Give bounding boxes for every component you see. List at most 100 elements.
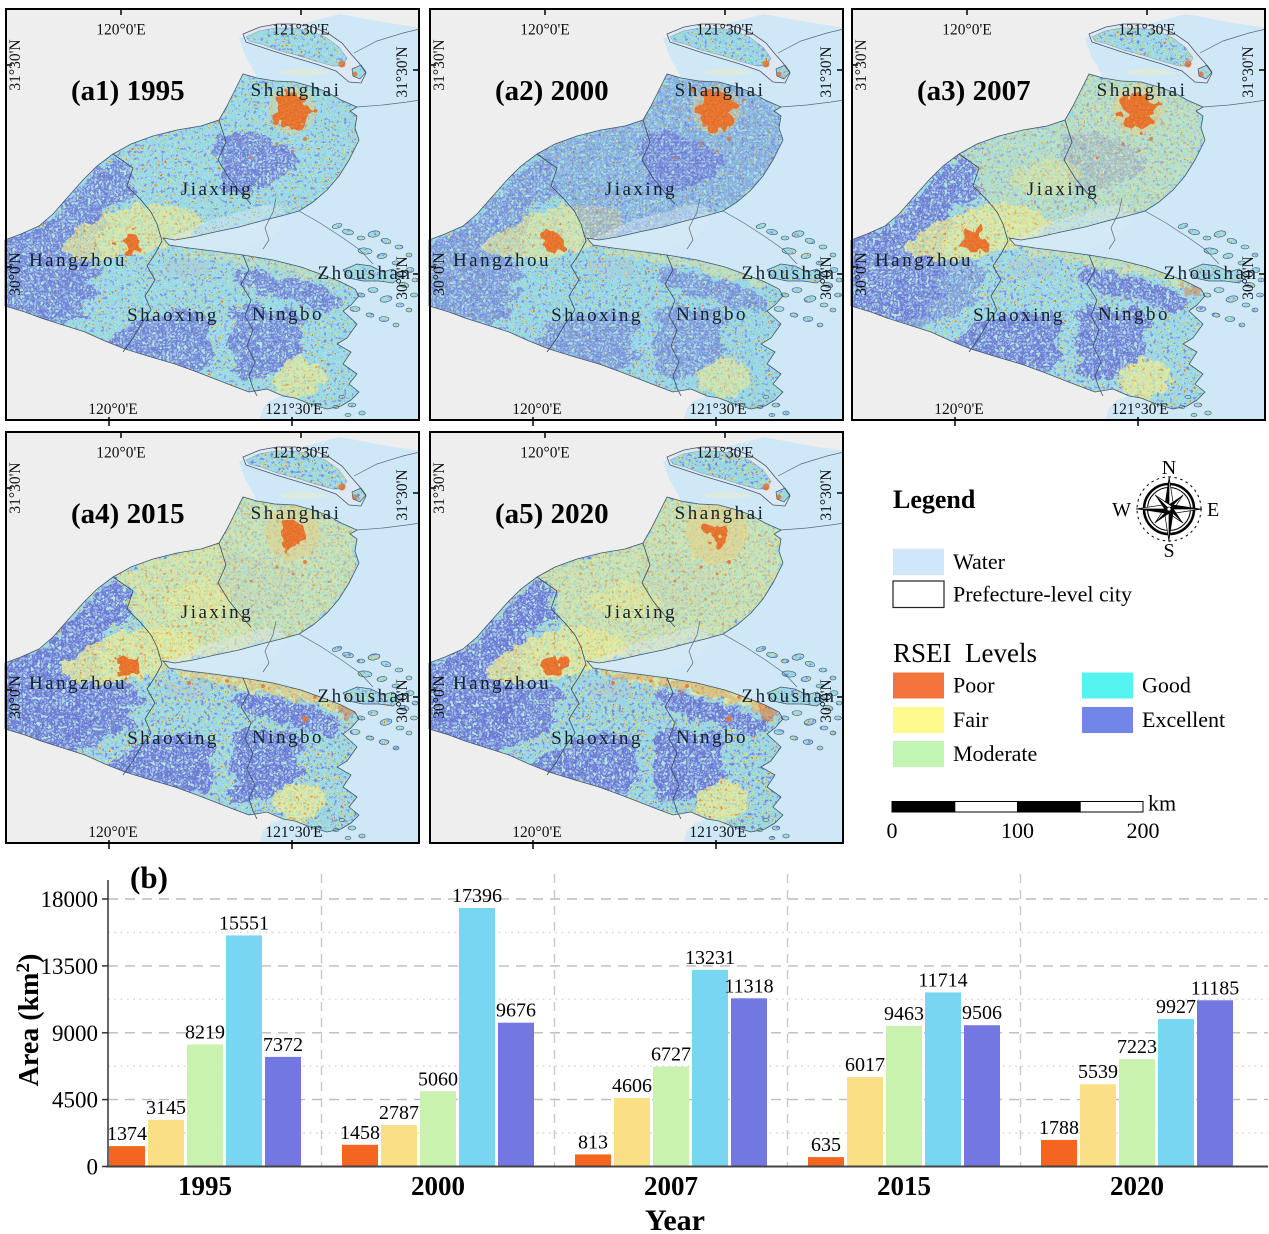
- svg-text:4606: 4606: [612, 1075, 652, 1097]
- svg-text:Hangzhou: Hangzhou: [875, 250, 973, 271]
- svg-text:Prefecture-level city: Prefecture-level city: [953, 582, 1132, 607]
- svg-text:121°30'E: 121°30'E: [272, 22, 329, 39]
- svg-text:(a1) 1995: (a1) 1995: [71, 75, 185, 107]
- svg-text:120°0'E: 120°0'E: [942, 22, 991, 39]
- svg-text:31°30'N: 31°30'N: [394, 46, 411, 97]
- svg-text:120°0'E: 120°0'E: [512, 401, 561, 418]
- svg-text:121°30'E: 121°30'E: [696, 445, 753, 462]
- svg-text:2015: 2015: [877, 1171, 931, 1201]
- svg-text:30°0'N: 30°0'N: [394, 256, 411, 299]
- svg-text:121°30'E: 121°30'E: [1118, 22, 1175, 39]
- svg-text:120°0'E: 120°0'E: [96, 445, 145, 462]
- svg-text:120°0'E: 120°0'E: [88, 824, 137, 841]
- svg-text:Shaoxing: Shaoxing: [127, 728, 219, 749]
- svg-text:km: km: [1148, 791, 1176, 816]
- svg-text:5539: 5539: [1078, 1061, 1118, 1083]
- svg-text:30°0'N: 30°0'N: [431, 252, 448, 295]
- svg-text:121°30'E: 121°30'E: [272, 445, 329, 462]
- svg-text:Ningbo: Ningbo: [676, 727, 748, 748]
- svg-text:Shanghai: Shanghai: [675, 80, 766, 101]
- svg-text:31°30'N: 31°30'N: [7, 462, 24, 513]
- svg-text:9927: 9927: [1156, 996, 1196, 1018]
- svg-text:7372: 7372: [263, 1034, 303, 1056]
- svg-text:Zhoushan: Zhoushan: [742, 686, 837, 707]
- svg-text:11714: 11714: [918, 969, 967, 991]
- svg-text:Zhoushan: Zhoushan: [1164, 263, 1259, 284]
- svg-text:Moderate: Moderate: [953, 741, 1037, 766]
- svg-text:5060: 5060: [418, 1068, 458, 1090]
- svg-text:30°0'N: 30°0'N: [818, 256, 835, 299]
- svg-text:Shanghai: Shanghai: [251, 503, 342, 524]
- svg-text:RSEI Levels: RSEI Levels: [893, 638, 1037, 668]
- svg-text:Water: Water: [953, 549, 1006, 574]
- svg-text:6727: 6727: [651, 1044, 691, 1066]
- svg-text:Hangzhou: Hangzhou: [453, 250, 551, 271]
- svg-text:1788: 1788: [1039, 1117, 1079, 1139]
- svg-text:121°30'E: 121°30'E: [1111, 401, 1168, 418]
- svg-text:Hangzhou: Hangzhou: [453, 673, 551, 694]
- svg-text:1995: 1995: [178, 1171, 232, 1201]
- svg-text:15551: 15551: [219, 912, 269, 934]
- svg-text:Jiaxing: Jiaxing: [1027, 179, 1099, 200]
- svg-text:2007: 2007: [644, 1171, 698, 1201]
- svg-text:31°30'N: 31°30'N: [431, 39, 448, 90]
- svg-text:(a4) 2015: (a4) 2015: [71, 498, 185, 530]
- svg-text:30°0'N: 30°0'N: [394, 679, 411, 722]
- svg-text:121°30'E: 121°30'E: [265, 824, 322, 841]
- svg-text:9506: 9506: [962, 1002, 1002, 1024]
- svg-text:30°0'N: 30°0'N: [431, 675, 448, 718]
- svg-text:3145: 3145: [146, 1097, 186, 1119]
- svg-text:Ningbo: Ningbo: [676, 304, 748, 325]
- svg-text:0: 0: [887, 818, 898, 843]
- svg-text:100: 100: [1001, 818, 1034, 843]
- svg-text:Zhoushan: Zhoushan: [318, 686, 413, 707]
- svg-text:30°0'N: 30°0'N: [7, 252, 24, 295]
- svg-text:120°0'E: 120°0'E: [934, 401, 983, 418]
- svg-text:31°30'N: 31°30'N: [853, 39, 870, 90]
- svg-text:30°0'N: 30°0'N: [853, 252, 870, 295]
- svg-text:Jiaxing: Jiaxing: [181, 179, 253, 200]
- svg-text:N: N: [1162, 457, 1176, 479]
- svg-text:Shaoxing: Shaoxing: [973, 305, 1065, 326]
- svg-text:30°0'N: 30°0'N: [818, 679, 835, 722]
- svg-text:121°30'E: 121°30'E: [696, 22, 753, 39]
- svg-text:2020: 2020: [1110, 1171, 1164, 1201]
- svg-text:18000: 18000: [41, 887, 99, 912]
- svg-text:120°0'E: 120°0'E: [96, 22, 145, 39]
- svg-text:11185: 11185: [1191, 977, 1240, 999]
- svg-text:0: 0: [87, 1155, 99, 1180]
- svg-text:1458: 1458: [340, 1122, 380, 1144]
- svg-text:Poor: Poor: [953, 673, 995, 698]
- svg-text:(a3) 2007: (a3) 2007: [917, 75, 1031, 107]
- svg-text:13231: 13231: [685, 947, 735, 969]
- svg-text:813: 813: [578, 1131, 608, 1153]
- svg-text:Excellent: Excellent: [1142, 707, 1225, 732]
- svg-text:Shanghai: Shanghai: [675, 503, 766, 524]
- svg-text:7223: 7223: [1117, 1036, 1157, 1058]
- svg-text:120°0'E: 120°0'E: [520, 445, 569, 462]
- svg-text:Ningbo: Ningbo: [252, 727, 324, 748]
- svg-text:31°30'N: 31°30'N: [818, 46, 835, 97]
- svg-text:(b): (b): [130, 860, 168, 895]
- svg-text:120°0'E: 120°0'E: [88, 401, 137, 418]
- svg-text:Zhoushan: Zhoushan: [318, 263, 413, 284]
- svg-text:121°30'E: 121°30'E: [265, 401, 322, 418]
- svg-text:(a5) 2020: (a5) 2020: [495, 498, 609, 530]
- svg-text:S: S: [1163, 540, 1174, 562]
- svg-text:2787: 2787: [379, 1102, 419, 1124]
- svg-text:121°30'E: 121°30'E: [689, 401, 746, 418]
- svg-text:2000: 2000: [411, 1171, 465, 1201]
- svg-text:Shaoxing: Shaoxing: [127, 305, 219, 326]
- svg-text:9676: 9676: [496, 1000, 536, 1022]
- svg-text:Ningbo: Ningbo: [252, 304, 324, 325]
- svg-text:Shanghai: Shanghai: [1097, 80, 1188, 101]
- svg-text:6017: 6017: [845, 1054, 885, 1076]
- svg-text:30°0'N: 30°0'N: [7, 675, 24, 718]
- svg-text:635: 635: [811, 1134, 841, 1156]
- svg-text:Jiaxing: Jiaxing: [605, 602, 677, 623]
- svg-text:Legend: Legend: [893, 485, 976, 514]
- svg-text:Fair: Fair: [953, 707, 989, 732]
- svg-text:31°30'N: 31°30'N: [1240, 46, 1257, 97]
- svg-text:200: 200: [1127, 818, 1160, 843]
- svg-text:31°30'N: 31°30'N: [818, 469, 835, 520]
